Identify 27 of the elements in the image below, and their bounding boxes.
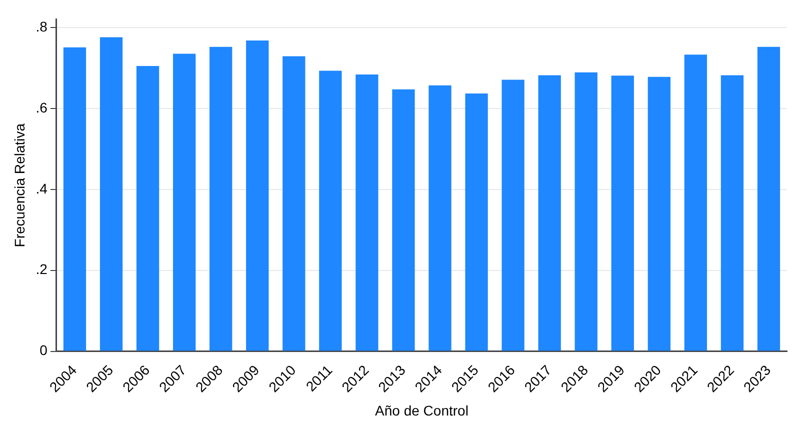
bar xyxy=(720,75,744,351)
bar xyxy=(648,76,670,351)
bar xyxy=(356,74,378,351)
y-axis-title: Frecuencia Relativa xyxy=(11,123,28,248)
bar xyxy=(100,37,123,351)
y-tick-label: .2 xyxy=(36,261,48,278)
y-tick-label: 0 xyxy=(40,342,48,358)
y-tick-label: .8 xyxy=(36,18,48,34)
bar xyxy=(574,72,598,351)
bar xyxy=(392,89,415,351)
y-tick-label: .6 xyxy=(36,99,48,116)
bar xyxy=(246,40,269,351)
bar xyxy=(502,80,524,351)
bar xyxy=(538,75,561,351)
bar xyxy=(210,46,232,351)
x-axis-title: Año de Control xyxy=(375,402,468,418)
bar xyxy=(319,70,342,351)
bar xyxy=(282,56,306,351)
bar xyxy=(172,54,196,351)
bar xyxy=(63,47,86,351)
bar xyxy=(428,85,452,351)
bar xyxy=(465,93,488,351)
bar xyxy=(611,76,634,351)
bar xyxy=(136,66,160,351)
y-tick-label: .4 xyxy=(36,180,48,196)
bar xyxy=(757,46,780,351)
bar xyxy=(684,54,708,351)
